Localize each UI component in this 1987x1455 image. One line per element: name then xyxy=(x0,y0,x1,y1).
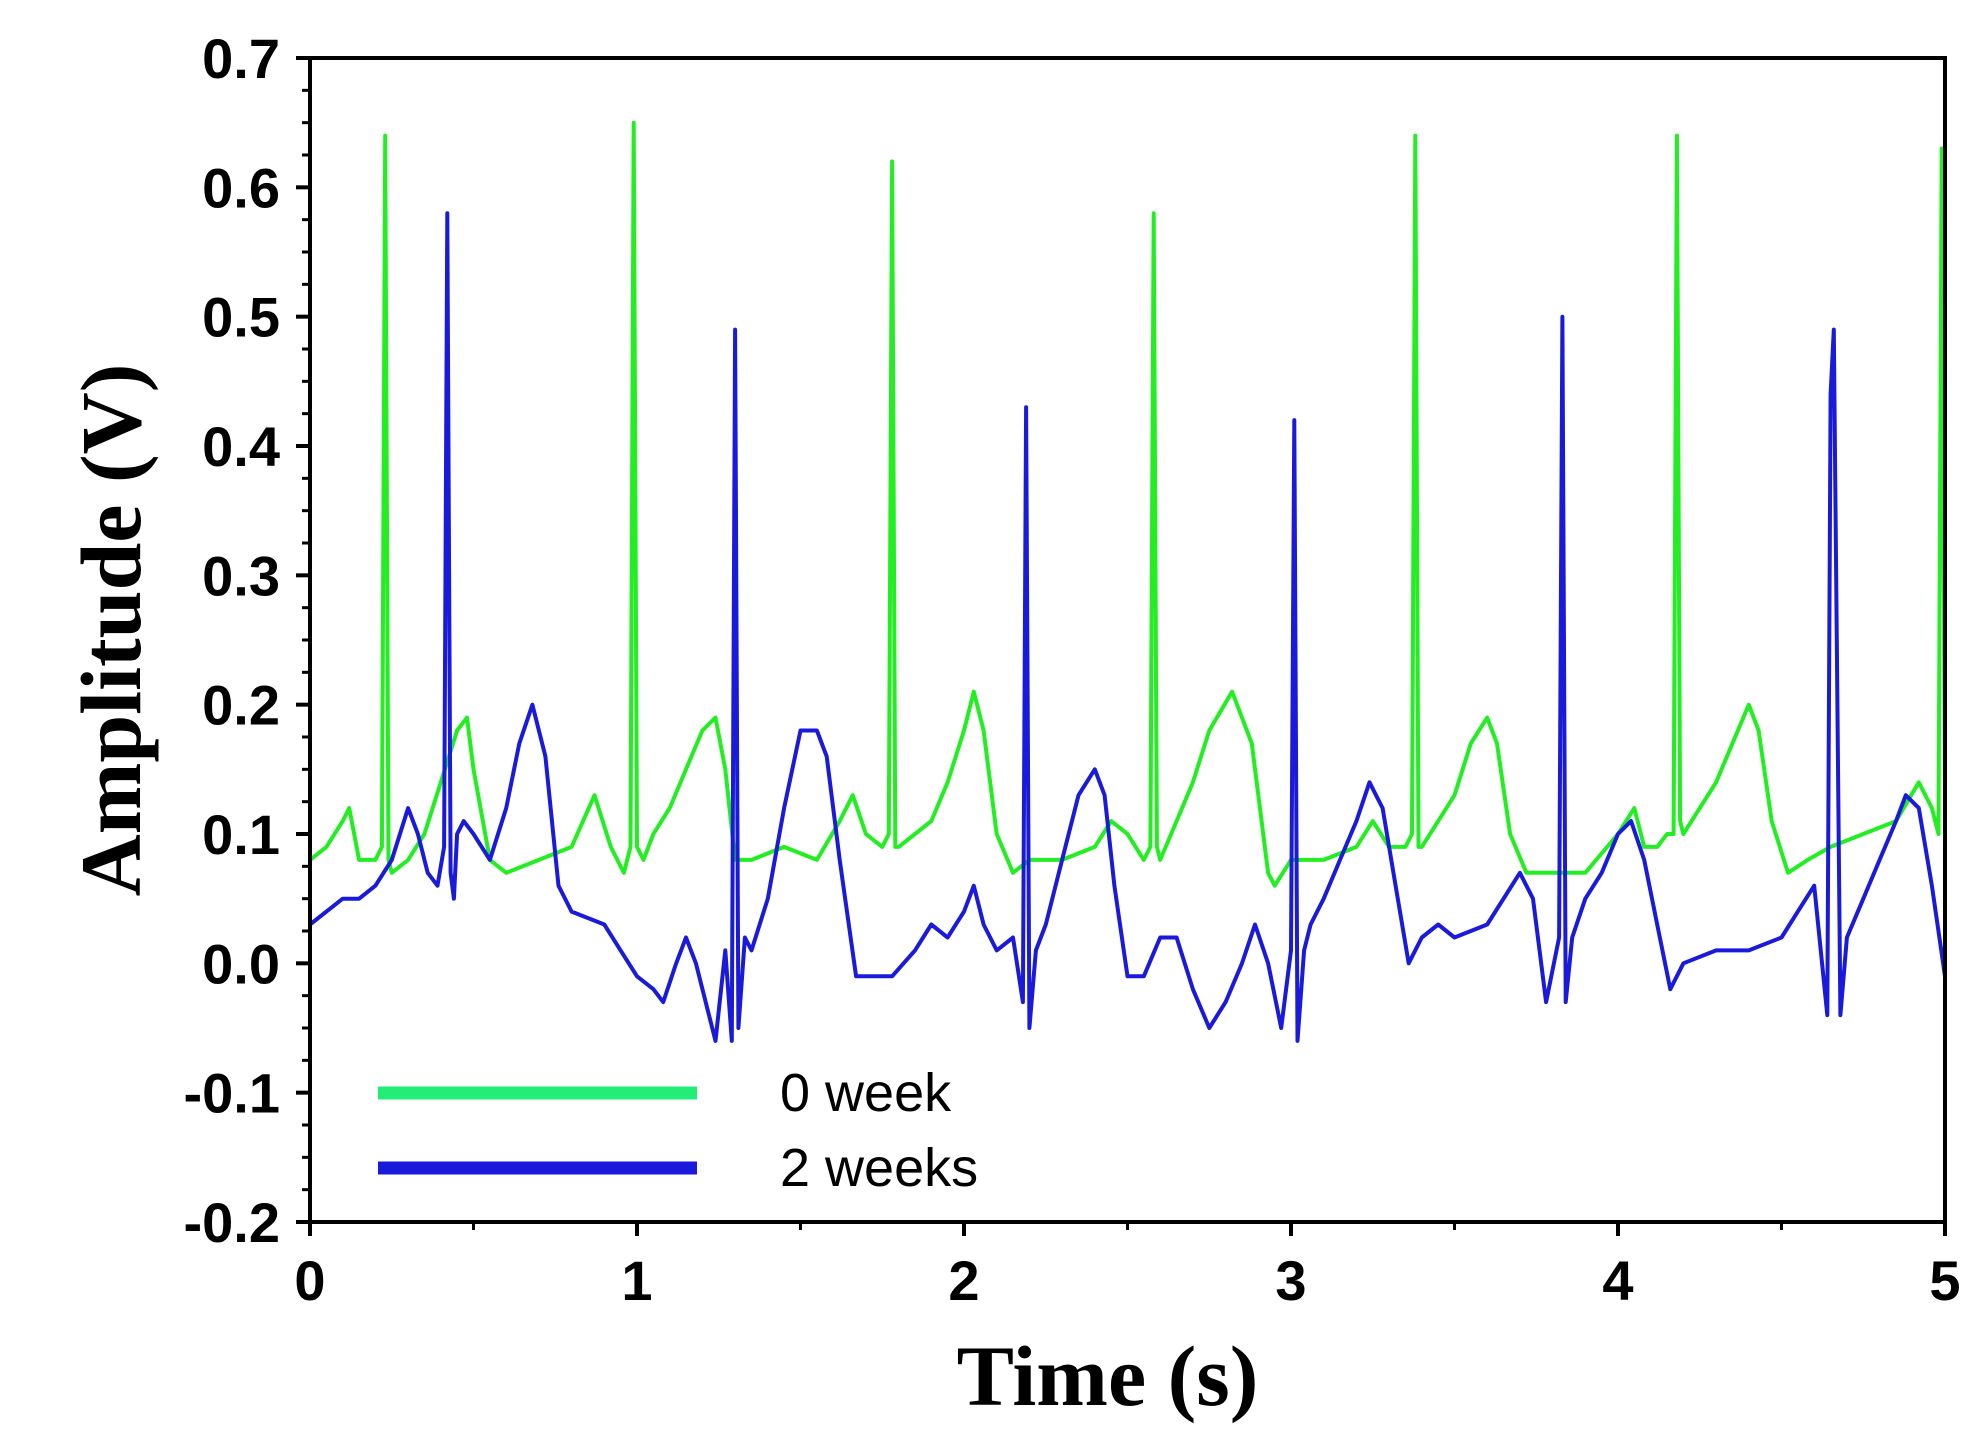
x-tick-label: 2 xyxy=(948,1249,979,1312)
x-tick-label: 3 xyxy=(1275,1249,1306,1312)
y-tick-label: 0.5 xyxy=(202,286,280,349)
label-layer: 0 1 2 3 4 5 -0.2 -0.1 0.0 0.1 0.2 0.3 0.4 0.5 0.6 0.7 xyxy=(184,27,1961,1312)
y-tick-label: 0.0 xyxy=(202,932,280,995)
y-tick-label: 0.3 xyxy=(202,544,280,607)
x-axis-title: Time (s) xyxy=(957,1328,1259,1424)
series-line-1 xyxy=(308,211,1947,1043)
y-tick-label: -0.2 xyxy=(184,1191,281,1254)
y-tick-label: 0.2 xyxy=(202,674,280,737)
plot-frame xyxy=(308,56,1947,1224)
x-tick-label: 1 xyxy=(621,1249,652,1312)
tick-layer xyxy=(296,56,1947,1236)
y-tick-label: 0.4 xyxy=(202,415,280,478)
y-tick-label: -0.1 xyxy=(184,1062,281,1125)
legend-label-0-week: 0 week xyxy=(780,1063,952,1123)
x-tick-label: 0 xyxy=(294,1249,325,1312)
x-tick-label: 5 xyxy=(1929,1249,1960,1312)
y-tick-label: 0.7 xyxy=(202,27,280,90)
legend: 0 week 2 weeks xyxy=(378,1063,978,1198)
series-layer xyxy=(308,120,1947,1043)
series-line-0 xyxy=(308,120,1947,888)
y-tick-label: 0.6 xyxy=(202,156,280,219)
y-axis-title: Amplitude (V) xyxy=(63,364,159,897)
x-tick-label: 4 xyxy=(1602,1249,1633,1312)
y-tick-label: 0.1 xyxy=(202,803,280,866)
legend-label-2-weeks: 2 weeks xyxy=(780,1138,978,1198)
